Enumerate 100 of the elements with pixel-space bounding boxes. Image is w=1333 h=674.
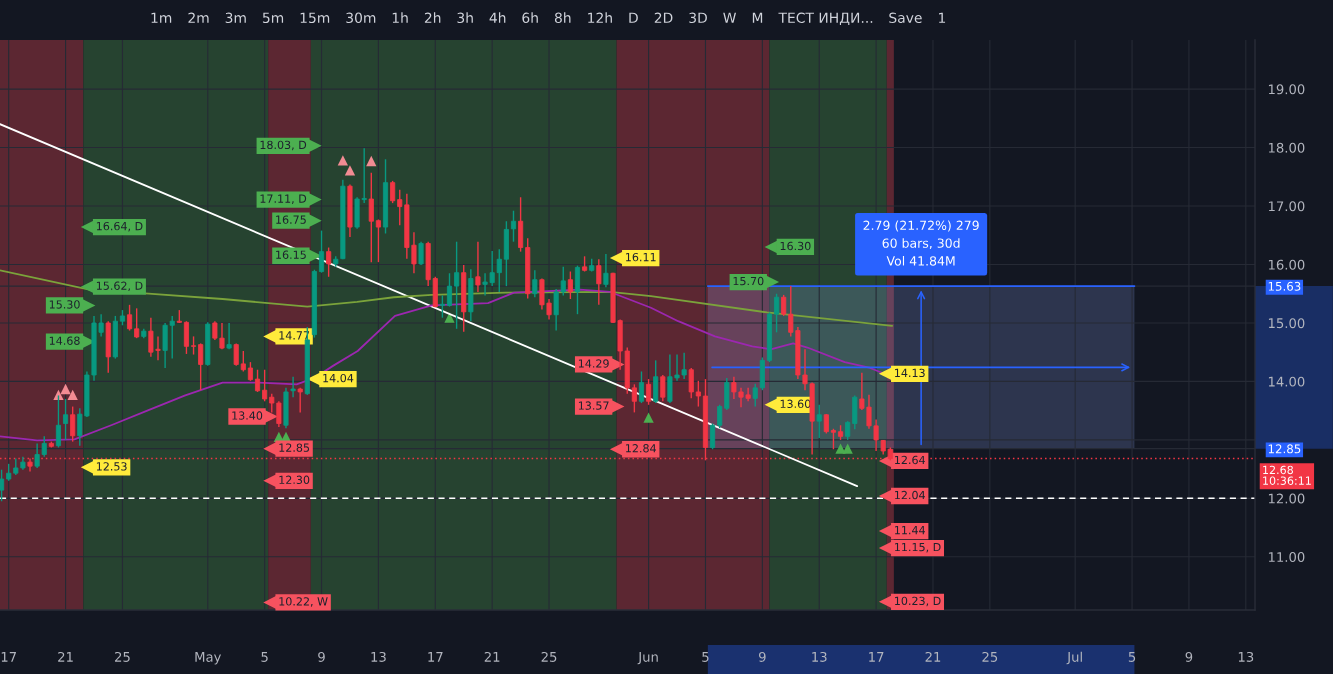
text: 2D xyxy=(654,12,673,23)
candlestick xyxy=(695,380,701,408)
text: 2h xyxy=(424,12,441,23)
candlestick xyxy=(596,258,602,306)
candlestick xyxy=(226,322,232,350)
data-label: 16.75 xyxy=(276,215,306,224)
candlestick xyxy=(127,304,133,332)
data-label: 12.30 xyxy=(279,475,310,485)
data-label: 12.64 xyxy=(895,455,925,465)
candlestick xyxy=(816,404,822,439)
y-tick-label: 15.63 xyxy=(1268,281,1301,291)
data-label: 14.04 xyxy=(323,373,354,383)
annotation: 2.79 (21.72%) 279 60 bars, 30d Vol 41.84M xyxy=(863,220,979,266)
candlestick xyxy=(710,422,716,450)
text: 6h xyxy=(522,12,538,24)
text: 8h xyxy=(554,12,571,24)
data-label: 12.84 xyxy=(626,444,657,453)
candlestick xyxy=(247,361,253,382)
candlestick xyxy=(631,383,637,414)
data-label: 17.11, D xyxy=(260,194,307,204)
candlestick xyxy=(390,180,396,204)
candlestick xyxy=(254,369,261,393)
data-label: 14.29 xyxy=(578,359,609,368)
candlestick xyxy=(567,270,573,300)
y-tick-label: 14.00 xyxy=(1268,376,1305,387)
x-tick-label: May xyxy=(195,652,222,665)
x-tick-label: 9 xyxy=(1185,651,1193,662)
data-label: 13.40 xyxy=(232,411,263,420)
candlestick xyxy=(845,420,851,441)
candlestick xyxy=(830,428,836,450)
candlestick xyxy=(646,378,652,406)
ref-line-label: 12.68 10:36:11 xyxy=(1263,465,1311,485)
x-tick-label: 5 xyxy=(261,652,268,662)
x-tick-label: 5 xyxy=(702,652,709,662)
candlestick xyxy=(375,218,381,263)
data-label: 14.68 xyxy=(49,336,80,345)
candlestick xyxy=(297,387,303,414)
candlestick xyxy=(233,342,239,367)
text: 5m xyxy=(262,12,284,24)
candlestick xyxy=(446,272,453,308)
y-tick-label: 17.00 xyxy=(1268,201,1305,212)
data-label: 15.70 xyxy=(733,276,764,286)
candlestick xyxy=(781,294,787,317)
text: 1m xyxy=(151,12,172,23)
text: 1h xyxy=(392,12,408,23)
y-tick-label: 18.00 xyxy=(1268,142,1305,153)
x-tick-label: 17 xyxy=(1,652,16,662)
text: 15m xyxy=(300,12,330,24)
candlestick xyxy=(262,369,268,402)
text: W xyxy=(723,12,737,23)
candlestick xyxy=(63,398,69,441)
text: D xyxy=(629,12,638,23)
candlestick xyxy=(532,269,538,298)
data-label: 15.30 xyxy=(49,300,80,309)
candlestick xyxy=(183,320,189,355)
data-label: 14.13 xyxy=(895,368,925,378)
x-tick-label: Jun xyxy=(637,652,658,665)
data-label: 12.53 xyxy=(96,462,127,471)
x-tick-label: 25 xyxy=(541,651,557,662)
y-tick-label: 12.85 xyxy=(1268,444,1301,454)
y-tick-label: 11.00 xyxy=(1268,552,1305,562)
candlestick xyxy=(326,246,332,278)
text: 3D xyxy=(689,12,707,24)
candlestick xyxy=(70,405,76,443)
candlestick xyxy=(823,413,829,435)
text: 12h xyxy=(588,12,612,23)
candlestick xyxy=(318,229,325,274)
candlestick xyxy=(134,307,140,339)
y-tick-label: 16.00 xyxy=(1268,259,1305,270)
data-label: 12.85 xyxy=(279,443,310,452)
candlestick xyxy=(638,370,645,404)
candlestick xyxy=(475,240,481,293)
candlestick xyxy=(454,240,460,330)
text: 2m xyxy=(188,12,209,23)
data-label: 11.15, D xyxy=(895,543,941,553)
x-tick-label: 21 xyxy=(484,651,500,662)
text: 30m xyxy=(346,12,376,24)
data-label: 15.62, D xyxy=(96,281,143,292)
x-tick-label: 13 xyxy=(812,651,827,662)
data-label: 13.57 xyxy=(578,401,609,410)
data-label: 18.03, D xyxy=(260,140,307,151)
x-tick-label: 21 xyxy=(925,651,941,662)
text: 4h xyxy=(489,12,506,23)
candlestick xyxy=(190,335,197,356)
candlestick xyxy=(774,293,780,334)
x-tick-label: 25 xyxy=(115,651,130,662)
candlestick xyxy=(198,342,204,391)
data-label: 16.11 xyxy=(626,252,656,262)
text: M xyxy=(752,12,763,23)
data-label: 16.30 xyxy=(780,241,811,251)
text: 1 xyxy=(939,12,946,23)
data-label: 10.23, D xyxy=(895,596,941,607)
y-tick-label: 19.00 xyxy=(1268,84,1305,95)
y-tick-label: 12.00 xyxy=(1268,493,1305,504)
x-tick-label: Jul xyxy=(1066,651,1082,665)
candlestick xyxy=(752,383,758,408)
x-tick-label: 9 xyxy=(318,651,325,662)
candlestick xyxy=(660,374,666,402)
x-tick-label: 21 xyxy=(58,651,73,662)
x-tick-label: 17 xyxy=(869,652,884,662)
